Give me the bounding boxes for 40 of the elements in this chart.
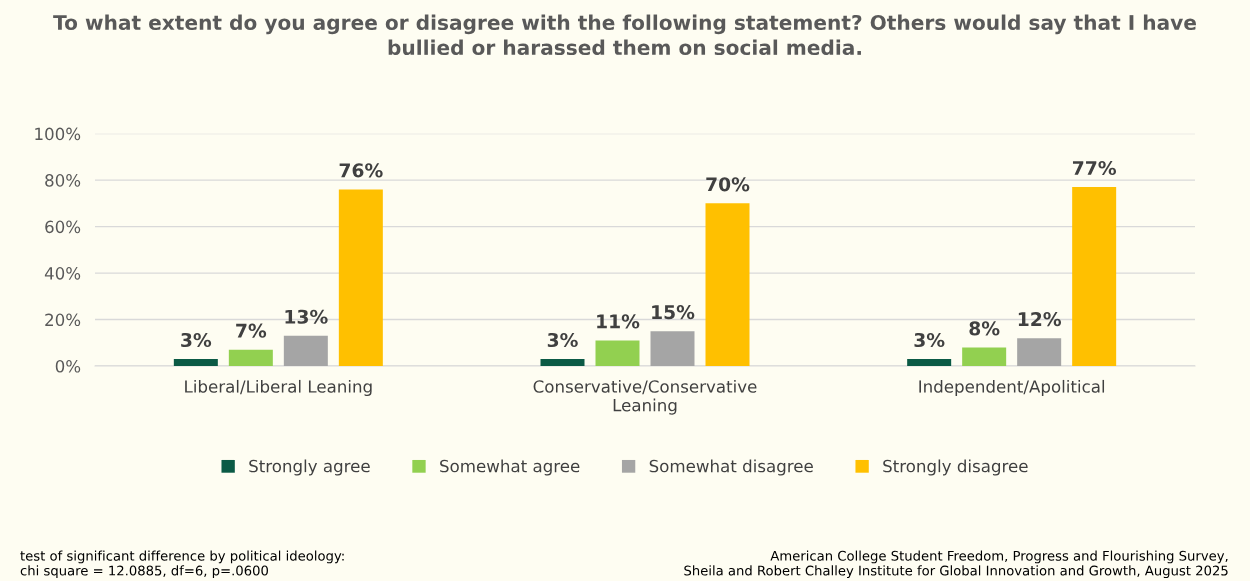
bar bbox=[338, 189, 383, 367]
y-tick-label: 60% bbox=[45, 220, 81, 234]
data-label: 77% bbox=[1072, 160, 1117, 176]
y-tick-label: 20% bbox=[45, 313, 81, 327]
bar bbox=[173, 359, 218, 367]
bar bbox=[1072, 187, 1117, 367]
bar bbox=[650, 331, 695, 367]
y-tick-label: 40% bbox=[44, 267, 81, 280]
data-label: 7% bbox=[236, 323, 267, 338]
y-tick-label: 80% bbox=[45, 174, 81, 187]
data-label: 13% bbox=[285, 309, 328, 324]
x-tick-label: Conservative/Conservative Leaning bbox=[533, 379, 757, 415]
bar bbox=[705, 203, 750, 367]
bar bbox=[228, 349, 273, 367]
data-label: 3% bbox=[914, 332, 945, 348]
chart-title: To what extent do you agree or disagree with the following statement? Others would say that I have bullied or harassed them on social media. bbox=[53, 14, 1196, 56]
legend-label: Strongly disagree bbox=[883, 459, 1028, 476]
text: test of significant difference by political ideology: chi square = 12.0885, df=6, p=.0600 bbox=[20, 550, 344, 579]
data-label: 3% bbox=[547, 332, 578, 348]
text: American College Student Freedom, Progress and Flourishing Survey, Sheila and Robert Challey Institute for Global Innovation and Growth, August 2025 bbox=[684, 550, 1228, 579]
bar bbox=[540, 359, 585, 367]
bar bbox=[962, 347, 1007, 367]
legend-label: Strongly agree bbox=[249, 459, 370, 476]
bar bbox=[907, 359, 952, 367]
data-label: 3% bbox=[181, 332, 212, 348]
data-label: 12% bbox=[1018, 311, 1062, 327]
data-label: 11% bbox=[597, 314, 640, 329]
data-label: 8% bbox=[969, 321, 1000, 336]
bar bbox=[595, 340, 640, 367]
legend-label: Somewhat disagree bbox=[649, 459, 813, 476]
x-tick-label: Independent/Apolitical bbox=[919, 379, 1105, 397]
x-tick-label: Liberal/Liberal Leaning bbox=[185, 379, 372, 397]
data-label: 15% bbox=[652, 305, 695, 320]
bar bbox=[283, 335, 328, 367]
data-label: 70% bbox=[706, 177, 750, 192]
legend-label: Somewhat agree bbox=[440, 459, 580, 476]
bar bbox=[1017, 338, 1062, 367]
y-tick-label: 100% bbox=[35, 127, 81, 141]
y-tick-label: 0% bbox=[55, 359, 81, 373]
data-label: 76% bbox=[339, 163, 383, 178]
